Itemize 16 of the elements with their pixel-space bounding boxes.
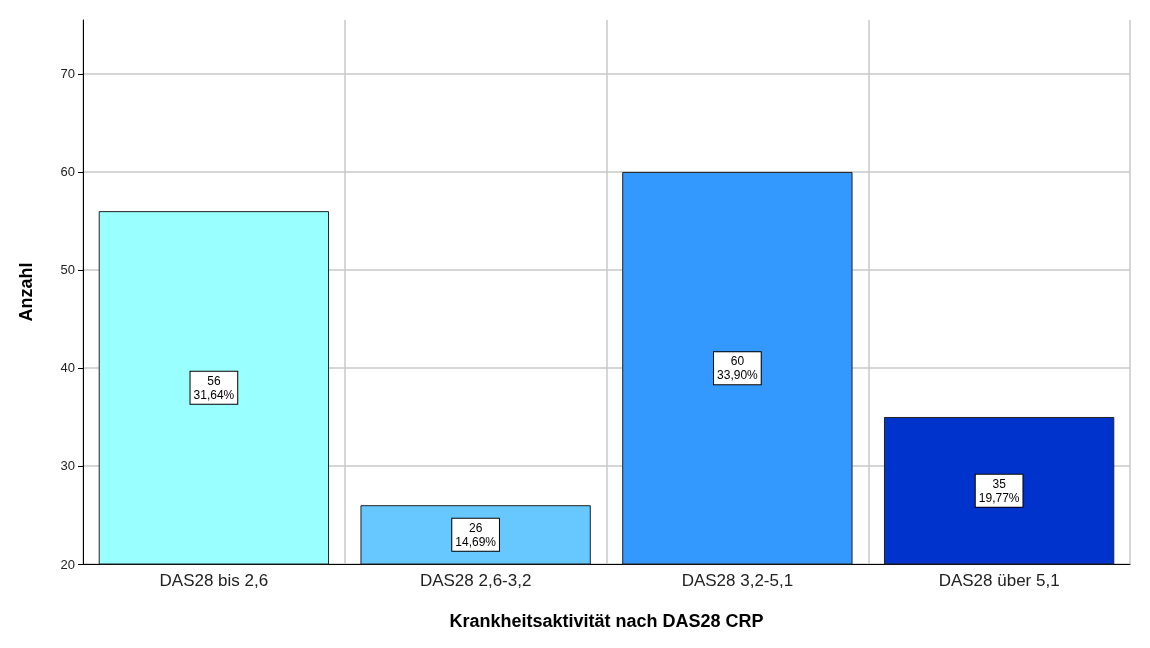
x-tick-label: DAS28 bis 2,6 xyxy=(159,571,269,590)
data-label: 56 31,64% xyxy=(193,373,235,402)
y-axis-title: Anzahl xyxy=(16,262,36,322)
y-tick-label: 70 xyxy=(60,66,75,82)
y-tick-label: 30 xyxy=(60,458,75,474)
data-label: 26 14,69% xyxy=(455,520,497,549)
data-label: 35 19,77% xyxy=(978,476,1020,505)
y-tick-label: 20 xyxy=(60,556,75,572)
y-tick-label: 60 xyxy=(60,164,75,180)
data-label: 60 33,90% xyxy=(717,354,759,383)
x-tick-label: DAS28 3,2-5,1 xyxy=(681,571,794,590)
y-tick-label: 40 xyxy=(60,360,75,376)
x-tick-label: DAS28 über 5,1 xyxy=(938,571,1060,590)
y-tick-label: 50 xyxy=(60,262,75,278)
x-axis-title: Krankheitsaktivität nach DAS28 CRP xyxy=(449,611,764,631)
x-tick-label: DAS28 2,6-3,2 xyxy=(419,571,532,590)
